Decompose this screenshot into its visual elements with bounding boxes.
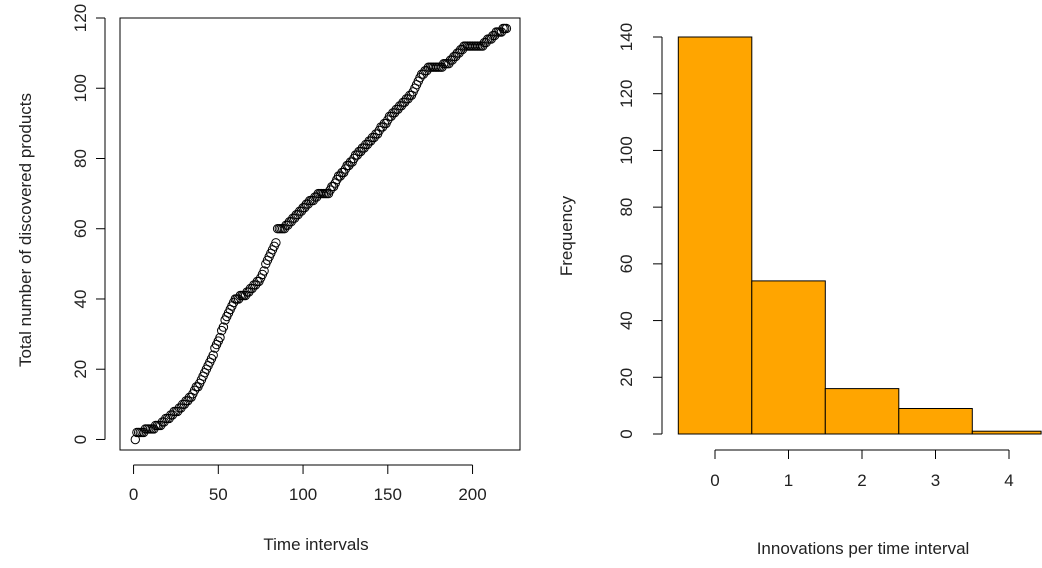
histogram-x-axis: 0 1 2 3 4	[710, 449, 1014, 490]
histogram-bar	[677, 36, 753, 435]
scatter-panel: 0 50 100 150 200 0 20 40 60 80 100 120 Time interv…	[16, 4, 521, 554]
x-tick-label: 0	[129, 485, 138, 504]
histogram-bar	[971, 430, 1042, 435]
x-tick-label: 4	[1004, 471, 1013, 490]
y-tick-label: 20	[617, 368, 636, 387]
y-tick-label: 40	[71, 290, 90, 309]
x-tick-label: 0	[710, 471, 719, 490]
y-tick-label: 0	[71, 435, 90, 444]
x-tick-label: 100	[289, 485, 317, 504]
histogram-bar	[824, 388, 900, 435]
histogram-bar	[898, 408, 973, 435]
y-tick-label: 0	[617, 429, 636, 438]
scatter-y-axis: 0 20 40 60 80 100 120	[71, 4, 106, 444]
scatter-y-axis-label: Total number of discovered products	[16, 93, 35, 367]
histogram-bar	[751, 280, 826, 435]
x-tick-label: 3	[931, 471, 940, 490]
y-tick-label: 140	[617, 23, 636, 51]
scatter-plot-frame	[119, 17, 521, 451]
x-tick-label: 200	[458, 485, 486, 504]
data-point	[501, 23, 512, 34]
histogram-y-axis-label: Frequency	[557, 195, 576, 276]
data-point	[208, 350, 218, 360]
y-tick-label: 120	[71, 4, 90, 32]
histogram-panel: 0 1 2 3 4 0 20 40 60 80 100 120 140 Innovations per…	[557, 23, 1042, 558]
y-tick-label: 60	[71, 219, 90, 238]
histogram-x-axis-label: Innovations per time interval	[757, 539, 970, 558]
scatter-points	[130, 23, 512, 445]
y-tick-label: 40	[617, 311, 636, 330]
y-tick-label: 60	[617, 254, 636, 273]
scatter-x-axis-label: Time intervals	[263, 535, 368, 554]
y-tick-label: 120	[617, 80, 636, 108]
x-tick-label: 50	[209, 485, 228, 504]
x-tick-label: 2	[857, 471, 866, 490]
y-tick-label: 80	[617, 198, 636, 217]
data-point	[271, 238, 281, 248]
data-point	[259, 266, 269, 276]
x-tick-label: 150	[374, 485, 402, 504]
histogram-bars	[677, 36, 1042, 435]
y-tick-label: 80	[71, 149, 90, 168]
y-tick-label: 20	[71, 360, 90, 379]
x-tick-label: 1	[784, 471, 793, 490]
y-tick-label: 100	[617, 136, 636, 164]
histogram-y-axis: 0 20 40 60 80 100 120 140	[617, 23, 663, 439]
y-tick-label: 100	[71, 74, 90, 102]
data-point	[218, 322, 229, 332]
data-point	[215, 332, 225, 343]
scatter-x-axis: 0 50 100 150 200	[129, 464, 487, 504]
